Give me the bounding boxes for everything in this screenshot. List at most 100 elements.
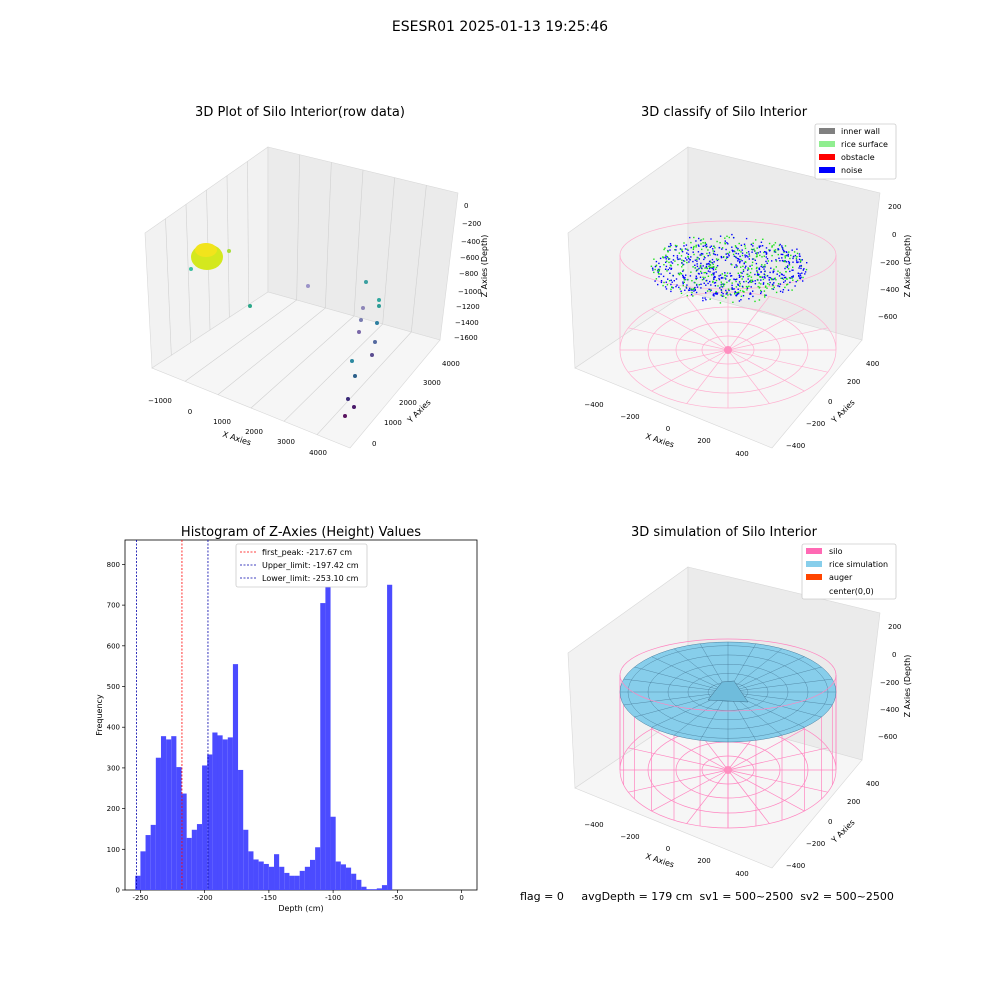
classify-point: [787, 265, 789, 267]
hist-bar: [335, 861, 341, 890]
classify-point: [762, 282, 765, 284]
classify-point: [796, 256, 798, 258]
simulation-mesh: [620, 642, 836, 742]
classify-point: [783, 260, 785, 263]
classify-point: [746, 287, 749, 289]
classify-point: [765, 247, 768, 249]
classify-point: [785, 271, 787, 273]
raw-point: [227, 249, 231, 253]
classify-point: [799, 265, 801, 267]
classify-point: [694, 289, 696, 291]
classify-point: [755, 256, 758, 258]
classify-point: [774, 249, 777, 251]
classify-point: [714, 247, 716, 249]
classify-point: [748, 258, 750, 260]
classify-point: [736, 293, 739, 295]
classify-point: [674, 260, 676, 262]
classify-point: [775, 266, 777, 268]
hist-legend: first_peak: -217.67 cm Upper_limit: -197…: [235, 543, 368, 588]
classify-point: [749, 293, 751, 295]
classify-point: [726, 235, 728, 237]
legend-inner-wall: inner wall: [841, 127, 880, 136]
classify-point: [671, 286, 673, 288]
classify-point: [791, 249, 793, 251]
classify-z-label: Z Axies (Depth): [903, 235, 912, 298]
classify-point: [791, 269, 793, 271]
classify-point: [705, 243, 708, 246]
classify-point: [780, 253, 782, 256]
classify-point: [703, 258, 705, 261]
classify-point: [675, 246, 677, 248]
classify-point: [786, 251, 788, 253]
legend-first-peak: first_peak: -217.67 cm: [262, 548, 352, 557]
classify-point: [769, 277, 772, 279]
classify-point: [754, 300, 756, 303]
classify-point: [798, 267, 800, 269]
classify-point: [656, 270, 659, 272]
hist-bar: [351, 873, 357, 890]
classify-point: [698, 267, 700, 270]
classify-point: [650, 265, 653, 267]
classify-point: [789, 270, 791, 273]
hist-bar: [381, 885, 388, 890]
classify-point: [692, 248, 695, 250]
classify-point: [718, 275, 720, 277]
classify-point: [765, 256, 767, 258]
raw-point: [370, 353, 374, 357]
classify-point: [723, 285, 725, 287]
hist-bar: [315, 847, 321, 890]
raw-y-ticks: 0 1000 2000 3000 4000: [372, 360, 460, 448]
classify-point: [767, 260, 769, 262]
classify-point: [750, 276, 753, 278]
raw-x-tick: −1000: [148, 397, 172, 405]
classify-point: [710, 261, 712, 264]
classify-point: [660, 281, 663, 284]
classify-point: [792, 269, 794, 271]
simulation-x-tick: −400: [584, 821, 603, 829]
classify-point: [693, 236, 695, 239]
classify-point: [698, 237, 700, 240]
classify-point: [752, 290, 754, 292]
classify-point: [695, 275, 697, 277]
classify-point: [725, 293, 727, 295]
classify-point: [739, 289, 742, 292]
classify-point: [700, 272, 703, 274]
classify-point: [712, 245, 715, 247]
classify-point: [749, 271, 752, 274]
classify-point: [702, 253, 704, 255]
classify-point: [746, 286, 749, 288]
classify-point: [804, 273, 806, 275]
classify-point: [678, 273, 681, 276]
classify-point: [713, 250, 716, 253]
classify-point: [695, 244, 697, 247]
legend-silo: silo: [829, 547, 843, 556]
classify-point: [716, 259, 719, 262]
classify-point: [725, 253, 727, 255]
classify-point: [757, 273, 759, 275]
classify-point: [658, 262, 660, 265]
classify-point: [758, 246, 761, 249]
classify-point: [684, 278, 686, 281]
classify-point: [697, 244, 700, 246]
classify-point: [694, 267, 697, 269]
classify-point: [758, 282, 760, 284]
hist-x-label: Depth (cm): [278, 904, 323, 913]
classify-point: [752, 242, 754, 244]
classify-point: [722, 283, 724, 285]
classify-point: [745, 265, 747, 267]
classify-point: [763, 255, 765, 257]
classify-point: [756, 271, 759, 273]
classify-point: [709, 290, 712, 292]
classify-point: [680, 290, 682, 292]
hist-bar: [191, 829, 197, 890]
classify-point: [705, 265, 708, 268]
classify-point: [686, 259, 688, 261]
classify-point: [743, 281, 745, 283]
hist-bar: [268, 866, 275, 890]
classify-z-tick: −200: [880, 259, 899, 267]
classify-point: [715, 268, 717, 270]
classify-y-tick: 200: [847, 378, 860, 386]
classify-point: [760, 279, 762, 281]
hist-bar: [284, 872, 290, 890]
classify-point: [784, 267, 786, 270]
